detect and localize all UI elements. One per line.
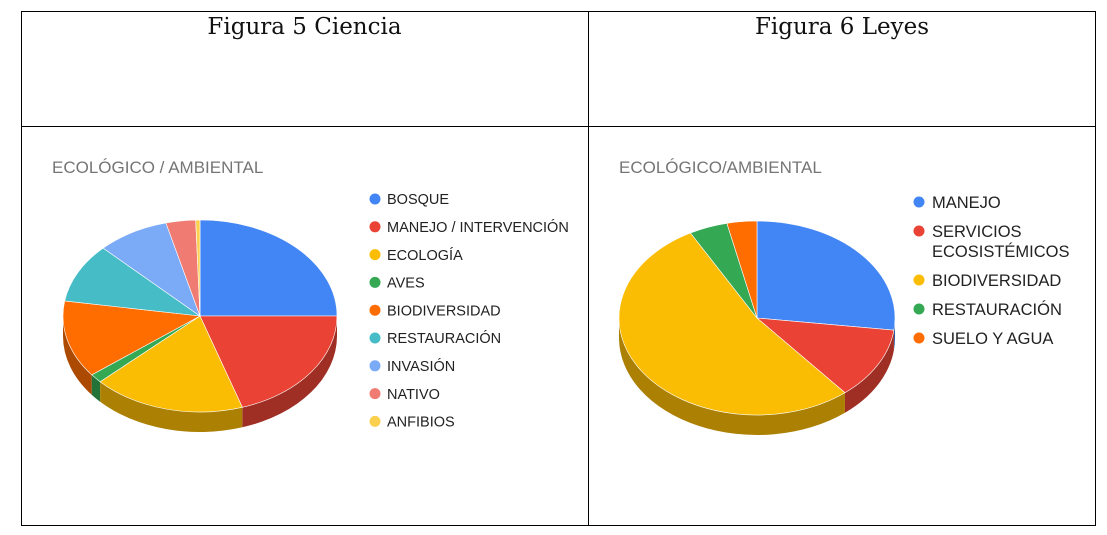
leyes-slice-servicios-ecosistemicos [756, 317, 895, 394]
leyes-legend-marker-suelo-y-agua [913, 332, 925, 344]
pie-chart-leyes: ECOLÓGICO/AMBIENTAL MANEJO SERVICIOSECOSIS… [618, 158, 1070, 435]
table-row-divider [22, 126, 1095, 127]
leyes-legend-marker-manejo [913, 196, 925, 208]
ciencia-legend-marker-bosque [369, 193, 381, 205]
ciencia-legend-marker-invasion [369, 360, 381, 372]
ciencia-legend-marker-restauracion [369, 332, 381, 344]
leyes-legend-label-servicios-ecosistemicos-line-2: ECOSISTÉMICOS [932, 242, 1070, 261]
leyes-side-servicios-ecosistemicos [844, 330, 894, 413]
ciencia-slice-ecologia [99, 315, 243, 413]
leyes-legend-label-servicios-ecosistemicos-line-1: SERVICIOS [932, 223, 1022, 241]
ciencia-slice-anfibios [195, 219, 201, 317]
ciencia-legend-label-manejo-intervencion: MANEJO / INTERVENCIÓN [387, 219, 569, 236]
ciencia-legend-marker-biodiversidad [369, 304, 381, 316]
ciencia-legend-label-anfibios: ANFIBIOS [387, 415, 455, 431]
ciencia-side-ecologia [100, 381, 243, 432]
leyes-legend-label-suelo-y-agua: SUELO Y AGUA [932, 330, 1053, 348]
leyes-slice-biodiversidad [618, 232, 846, 416]
figure-table [21, 11, 1096, 526]
leyes-chart-title: ECOLÓGICO/AMBIENTAL [619, 158, 822, 177]
ciencia-legend-marker-manejo-intervencion [369, 221, 381, 233]
leyes-legend-marker-servicios-ecosistemicos [913, 225, 925, 237]
ciencia-legend-label-invasion: INVASIÓN [387, 358, 455, 375]
ciencia-side-aves [91, 374, 101, 402]
leyes-legend-marker-biodiversidad [913, 274, 925, 286]
ciencia-legend-marker-ecologia [369, 249, 381, 261]
leyes-legend-marker-restauracion [913, 303, 925, 315]
ciencia-slice-biodiversidad [62, 300, 201, 376]
ciencia-legend-label-biodiversidad: BIODIVERSIDAD [387, 303, 501, 319]
ciencia-legend-label-nativo: NATIVO [387, 387, 440, 403]
ciencia-slice-restauracion [64, 247, 201, 317]
ciencia-chart-title: ECOLÓGICO / AMBIENTAL [52, 158, 263, 177]
ciencia-slice-manejo-intervencion [199, 315, 338, 408]
leyes-legend-label-restauracion: RESTAURACIÓN [932, 300, 1062, 319]
leyes-slice-manejo [756, 220, 896, 331]
ciencia-legend-label-aves: AVES [387, 276, 425, 292]
leyes-legend-label-manejo: MANEJO [932, 194, 1001, 212]
figure-5-label: Figura 5 Ciencia [207, 14, 402, 40]
leyes-legend-label-biodiversidad: BIODIVERSIDAD [932, 272, 1061, 290]
ciencia-legend-label-restauracion: RESTAURACIÓN [387, 330, 501, 347]
ciencia-slice-bosque [199, 219, 338, 317]
ciencia-side-manejo-intervencion [242, 316, 337, 428]
figure-6-label: Figura 6 Leyes [754, 14, 930, 40]
ciencia-legend-marker-aves [369, 276, 381, 288]
pie-chart-ciencia: ECOLÓGICO / AMBIENTAL BOSQUE MANEJO / INTE… [52, 158, 569, 432]
table-column-divider [588, 12, 589, 525]
leyes-slice-suelo-y-agua [726, 220, 758, 319]
ciencia-legend-marker-anfibios [369, 415, 381, 427]
ciencia-legend-label-bosque: BOSQUE [387, 192, 449, 208]
ciencia-legend-marker-nativo [369, 388, 381, 400]
leyes-side-biodiversidad [619, 318, 845, 435]
ciencia-legend-label-ecologia: ECOLOGÍA [387, 247, 463, 264]
ciencia-side-biodiversidad [63, 316, 92, 395]
